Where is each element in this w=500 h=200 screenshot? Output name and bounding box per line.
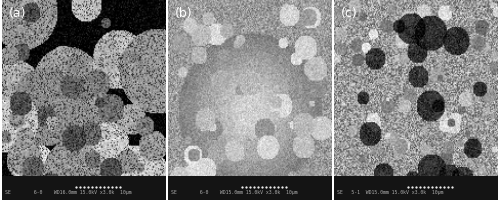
Text: (a): (a): [8, 7, 26, 20]
Text: (b): (b): [174, 7, 192, 20]
Text: SE        6-0    WD16.0mm 15.0kV x3.0k  10μm: SE 6-0 WD16.0mm 15.0kV x3.0k 10μm: [6, 189, 132, 194]
Text: SE        6-0    WD15.0mm 15.0kV x3.0k  10μm: SE 6-0 WD15.0mm 15.0kV x3.0k 10μm: [172, 189, 298, 194]
Text: SE   5-1  WD15.0mm 15.0kV x3.0k  10μm: SE 5-1 WD15.0mm 15.0kV x3.0k 10μm: [338, 189, 444, 194]
Text: (c): (c): [340, 7, 357, 20]
